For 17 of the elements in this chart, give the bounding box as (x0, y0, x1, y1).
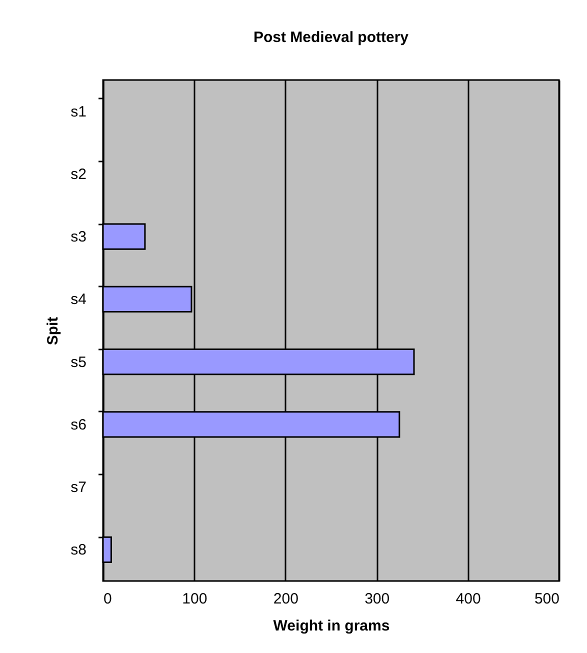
y-tick-label: s4 (70, 291, 86, 308)
x-tick-label: 100 (182, 590, 208, 608)
x-tick-label: 200 (273, 590, 298, 608)
y-tick-label: s6 (70, 416, 86, 434)
y-tick-label: s8 (70, 542, 86, 559)
y-tick-label: s1 (70, 103, 86, 120)
y-tick-label: s3 (70, 228, 86, 246)
x-tick-label: 500 (534, 590, 560, 608)
x-axis-title: Weight in grams (273, 618, 390, 634)
x-tick-label: 0 (104, 590, 112, 608)
y-tick-label: s2 (70, 166, 86, 183)
y-tick-label: s7 (70, 479, 86, 496)
x-tick-label: 400 (456, 590, 481, 608)
y-axis-title: Spit (44, 316, 62, 346)
x-tick-label: 300 (364, 590, 390, 608)
y-tick-label: s5 (70, 354, 86, 371)
chart-title: Post Medieval pottery (253, 29, 410, 46)
